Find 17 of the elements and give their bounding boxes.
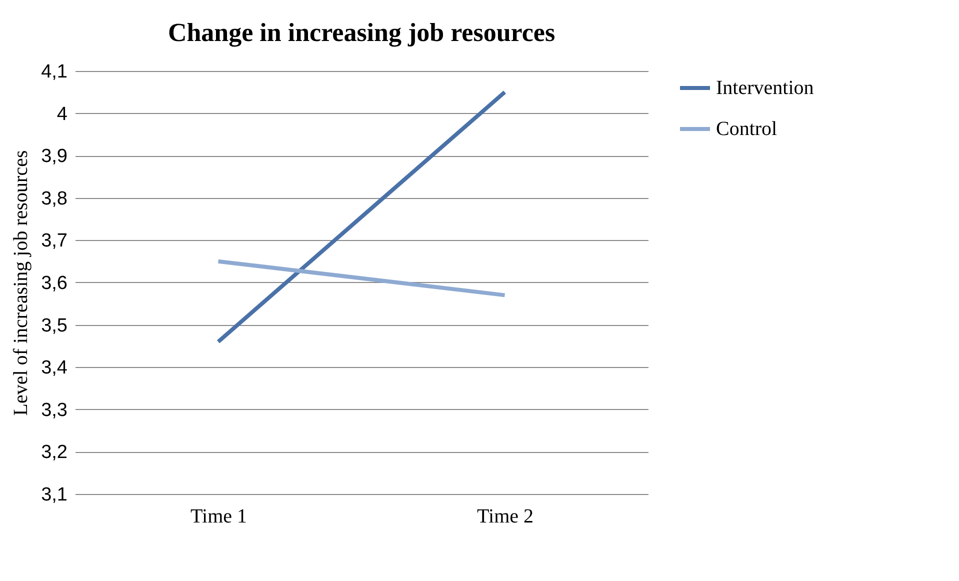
y-tick-label: 4,1 — [41, 62, 68, 82]
y-tick-label: 4 — [56, 104, 68, 125]
y-tick-label: 3,2 — [41, 442, 68, 464]
y-tick-label: 3,9 — [41, 146, 68, 168]
x-tick-label: Time 2 — [476, 506, 534, 528]
x-tick-label: Time 1 — [190, 506, 248, 528]
y-tick-label: 3,5 — [41, 315, 68, 336]
y-axis-title: Level of increasing job resources — [10, 150, 32, 416]
y-tick-label: 3,8 — [41, 188, 68, 210]
chart-title: Change in increasing job resources — [168, 18, 556, 47]
legend-label: Intervention — [716, 77, 814, 99]
y-tick-label: 3,4 — [41, 358, 68, 379]
y-tick-label: 3,1 — [41, 484, 68, 506]
y-tick-label: 3,3 — [41, 400, 68, 421]
legend-label: Control — [716, 118, 778, 140]
y-tick-label: 3,6 — [41, 273, 68, 294]
y-tick-label: 3,7 — [41, 230, 68, 252]
